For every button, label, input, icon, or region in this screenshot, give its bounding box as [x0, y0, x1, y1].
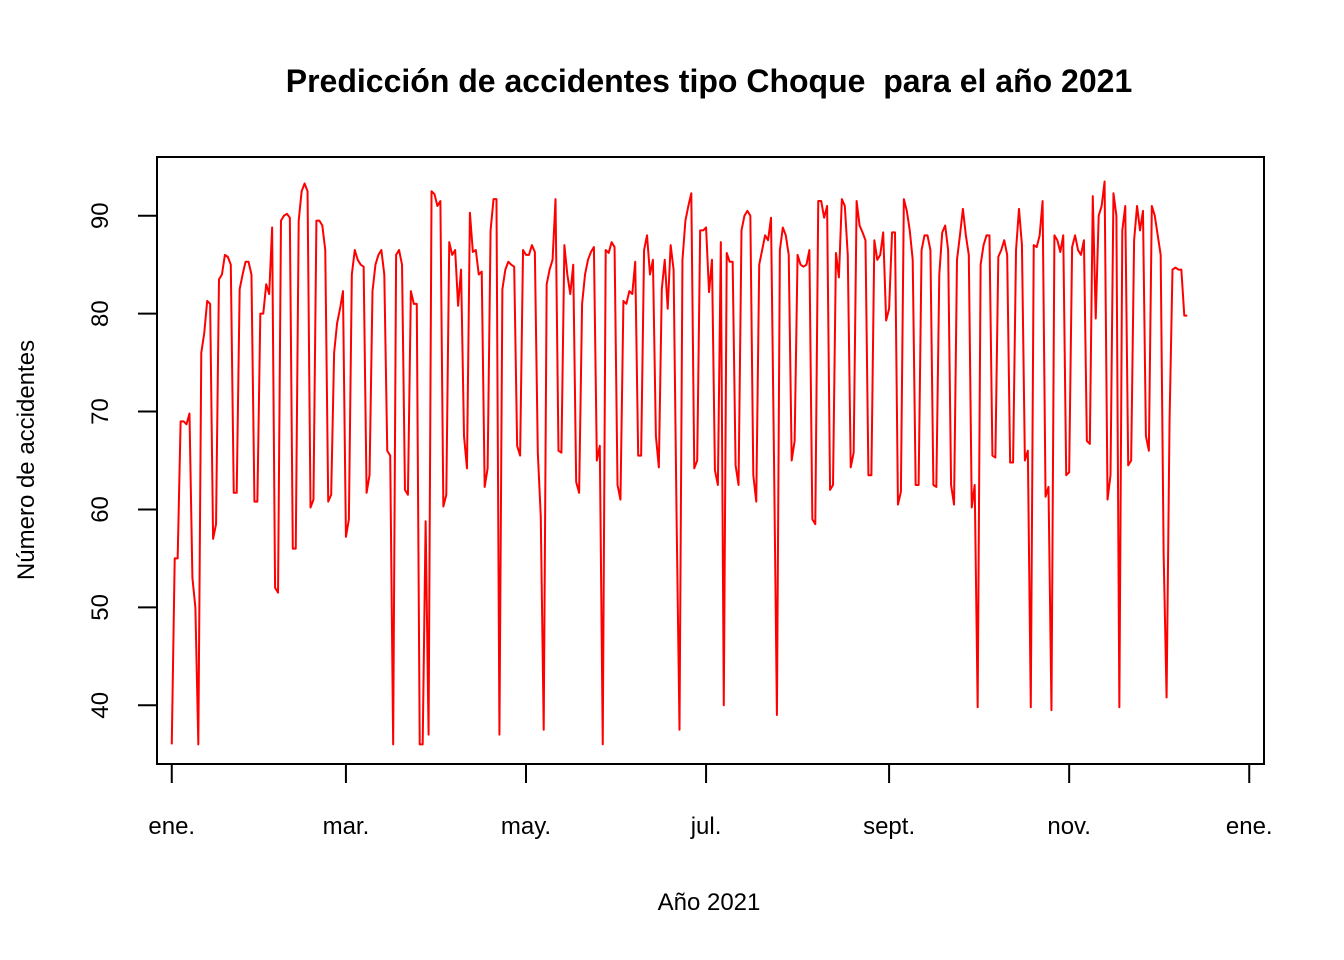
y-tick-label: 60 [87, 496, 114, 523]
x-axis-label: Año 2021 [658, 889, 761, 916]
x-tick-label: nov. [1047, 813, 1091, 840]
y-tick-label: 80 [87, 300, 114, 327]
y-tick-label: 40 [87, 692, 114, 719]
x-tick-label: jul. [690, 813, 722, 840]
series-line [170, 180, 1188, 746]
x-tick-label: ene. [1226, 813, 1273, 840]
x-tick-label: sept. [863, 813, 915, 840]
y-axis-label: Número de accidentes [13, 340, 40, 580]
x-axis: ene. mar. may. jul. sept. nov. ene. [148, 763, 1273, 840]
x-tick-label: may. [501, 813, 551, 840]
y-tick-label: 50 [87, 594, 114, 621]
x-tick-label: ene. [148, 813, 195, 840]
y-tick-label: 90 [87, 202, 114, 229]
x-tick-label: mar. [323, 813, 370, 840]
chart-title: Predicción de accidentes tipo Choque par… [286, 63, 1132, 99]
y-tick-label: 70 [87, 398, 114, 425]
y-axis: 40 50 60 70 80 90 [87, 202, 158, 719]
